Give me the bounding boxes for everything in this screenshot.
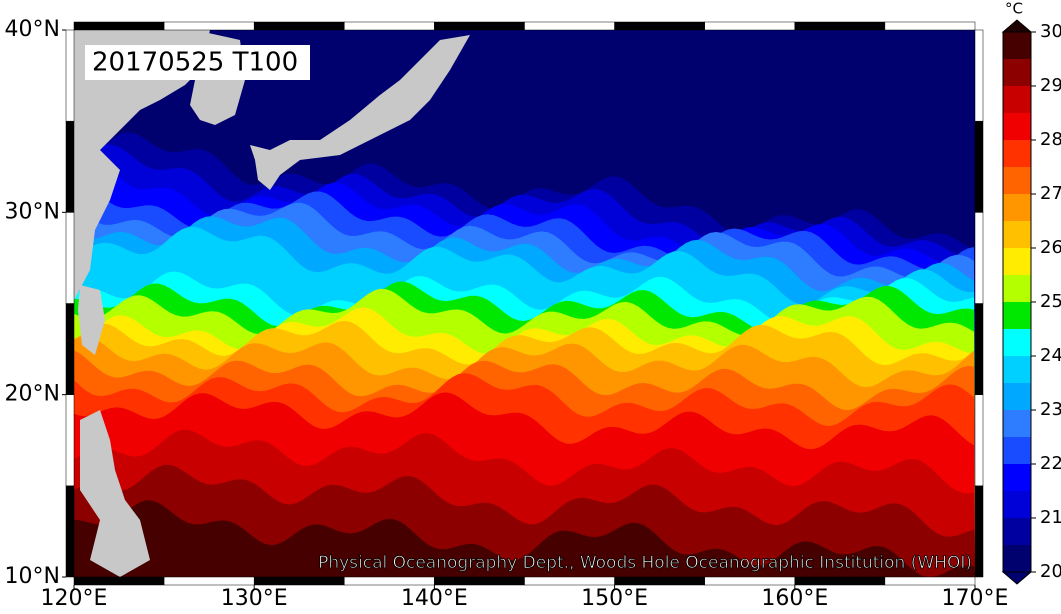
sea-band [74,500,975,577]
frame-segment [73,21,165,31]
frame-segment [344,21,435,31]
frame-segment [65,485,75,578]
frame-segment [974,212,984,304]
frame-segment [434,21,525,31]
frame-segment [614,21,705,31]
frame-segment [73,576,165,586]
colorbar-swatch [1003,275,1031,302]
sst-field [74,30,975,577]
lon-tick-label: 140°E [401,586,468,610]
frame-segment [253,21,345,31]
colorbar-swatch [1003,113,1031,140]
lon-tick-label: 130°E [221,586,288,610]
frame-segment [65,394,75,487]
frame-segment [344,576,435,586]
colorbar-tick-label: 20 [1040,561,1061,582]
colorbar-tick-label: 25 [1040,291,1061,312]
frame-segment [974,394,984,487]
colorbar-swatch [1003,383,1031,410]
colorbar-swatch [1003,410,1031,437]
lon-tick-label: 170°E [942,586,1009,610]
colorbar-unit: °C [1005,0,1023,18]
frame-segment [163,21,255,31]
frame-segment [65,29,75,122]
colorbar-tick-label: 23 [1040,399,1061,420]
lon-tick-label: 120°E [41,586,108,610]
frame-segment [794,576,886,586]
colorbar-swatch [1003,194,1031,221]
frame-segment [614,576,705,586]
colorbar-swatch [1003,302,1031,329]
frame-segment [65,303,75,395]
colorbar-swatch [1003,32,1031,59]
colorbar-swatch [1003,437,1031,464]
frame-segment [65,120,75,213]
frame-segment [974,485,984,578]
lon-tick-label: 160°E [761,586,828,610]
map-title: 20170525 T100 [92,48,298,78]
lon-tick-label: 150°E [581,586,648,610]
lat-tick-label: 10°N [5,564,60,589]
title-box [85,45,310,80]
colorbar-swatch [1003,518,1031,545]
land-mass [250,35,470,190]
frame-segment [884,21,976,31]
colorbar-swatch [1003,140,1031,167]
land-mass [74,30,210,300]
frame-segment [65,212,75,304]
credit: Physical Oceanography Dept., Woods Hole … [318,553,972,573]
colorbar-tick-label: 28 [1040,129,1061,150]
frame-segment [434,576,525,586]
frame-segment [974,303,984,395]
colorbar-tick-label: 29 [1040,75,1061,96]
frame-segment [253,576,345,586]
colorbar-swatch [1003,59,1031,86]
colorbar-tick-label: 21 [1040,507,1061,528]
colorbar-swatch [1003,545,1031,572]
colorbar-under [1001,571,1033,585]
frame-segment [704,21,796,31]
colorbar-swatch [1003,221,1031,248]
colorbar-tick-label: 24 [1040,345,1061,366]
colorbar-swatch [1003,86,1031,113]
colorbar-swatch [1003,248,1031,275]
frame-segment [974,120,984,213]
land-mass [80,410,150,577]
frame-segment [794,21,886,31]
colorbar-tick-label: 30 [1040,21,1061,42]
colorbar-tick-label: 27 [1040,183,1061,204]
colorbar-swatch [1003,491,1031,518]
colorbar-swatch [1003,167,1031,194]
colorbar-over [1001,19,1033,33]
frame-segment [974,29,984,122]
colorbar-tick-label: 26 [1040,237,1061,258]
frame-segment [884,576,976,586]
frame-segment [704,576,796,586]
colorbar-swatch [1003,464,1031,491]
colorbar-tick-label: 22 [1040,453,1061,474]
lat-tick-label: 30°N [5,199,60,224]
colorbar-swatch [1003,356,1031,383]
lat-tick-label: 20°N [5,382,60,407]
lat-tick-label: 40°N [5,17,60,42]
frame-segment [524,576,615,586]
frame-segment [524,21,615,31]
frame-segment [163,576,255,586]
colorbar-swatch [1003,329,1031,356]
land-mass [78,285,105,355]
